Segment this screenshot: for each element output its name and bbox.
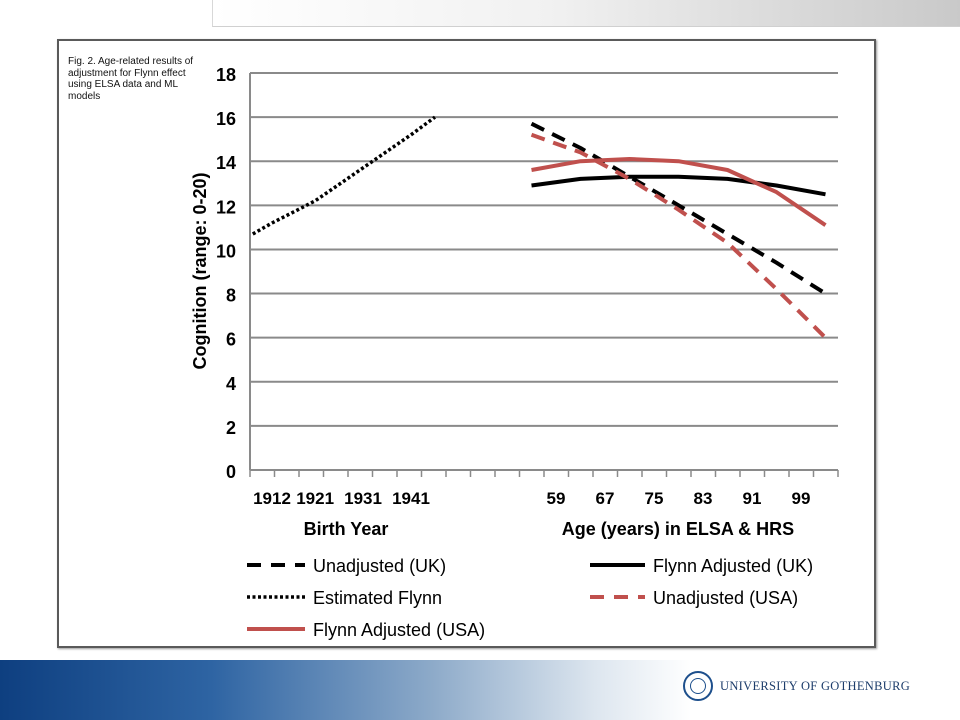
y-tick-label: 0 (226, 462, 236, 482)
x-tick-label-age: 91 (743, 489, 762, 508)
series-line-flynn-adjusted-usa (531, 157, 827, 227)
legend-label: Flynn Adjusted (USA) (313, 620, 485, 640)
x-tick-label-birth: 1912 (253, 489, 291, 508)
slide-header-bar (212, 0, 960, 27)
x-tick-label-age: 59 (547, 489, 566, 508)
y-tick-label: 12 (216, 197, 236, 217)
x-axis-title-age: Age (years) in ELSA & HRS (562, 519, 794, 539)
series-line-estimated-flynn (251, 115, 437, 236)
y-tick-label: 10 (216, 241, 236, 261)
university-logo: UNIVERSITY OF GOTHENBURG (683, 671, 910, 701)
x-axis-title-birth: Birth Year (304, 519, 389, 539)
series-line-flynn-adjusted-uk (531, 174, 826, 197)
y-tick-label: 18 (216, 65, 236, 85)
y-tick-label: 14 (216, 153, 236, 173)
y-tick-label: 4 (226, 374, 236, 394)
y-tick-label: 6 (226, 330, 236, 350)
legend-label: Unadjusted (UK) (313, 556, 446, 576)
x-tick-label-birth: 1921 (296, 489, 334, 508)
university-name: UNIVERSITY OF GOTHENBURG (720, 678, 911, 693)
figure-caption: Fig. 2. Age-related results of adjustmen… (68, 56, 194, 102)
x-tick-label-birth: 1931 (344, 489, 382, 508)
x-tick-label-age: 67 (596, 489, 615, 508)
y-tick-label: 16 (216, 109, 236, 129)
y-tick-label: 8 (226, 286, 236, 306)
legend-label: Flynn Adjusted (UK) (653, 556, 813, 576)
figure-frame (57, 39, 876, 648)
x-tick-label-age: 83 (694, 489, 713, 508)
slide-footer-bar (0, 660, 960, 720)
y-tick-label: 2 (226, 418, 236, 438)
x-tick-label-age: 99 (792, 489, 811, 508)
x-tick-label-birth: 1941 (392, 489, 430, 508)
y-axis-title: Cognition (range: 0-20) (190, 172, 210, 369)
series-line-unadjusted-uk (530, 121, 827, 296)
university-seal-icon (683, 671, 713, 701)
legend-label: Unadjusted (USA) (653, 588, 798, 608)
series-line-unadjusted-usa (530, 132, 827, 340)
legend-label: Estimated Flynn (313, 588, 442, 608)
x-tick-label-age: 75 (645, 489, 664, 508)
